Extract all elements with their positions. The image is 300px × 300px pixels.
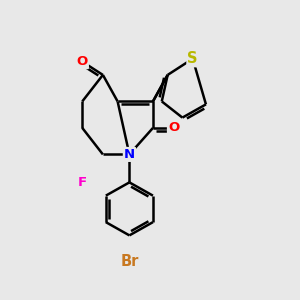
Text: S: S [188, 51, 198, 66]
Text: N: N [124, 148, 135, 161]
Text: O: O [77, 55, 88, 68]
Text: F: F [78, 176, 87, 189]
Text: O: O [168, 122, 179, 134]
Text: Br: Br [120, 254, 139, 269]
